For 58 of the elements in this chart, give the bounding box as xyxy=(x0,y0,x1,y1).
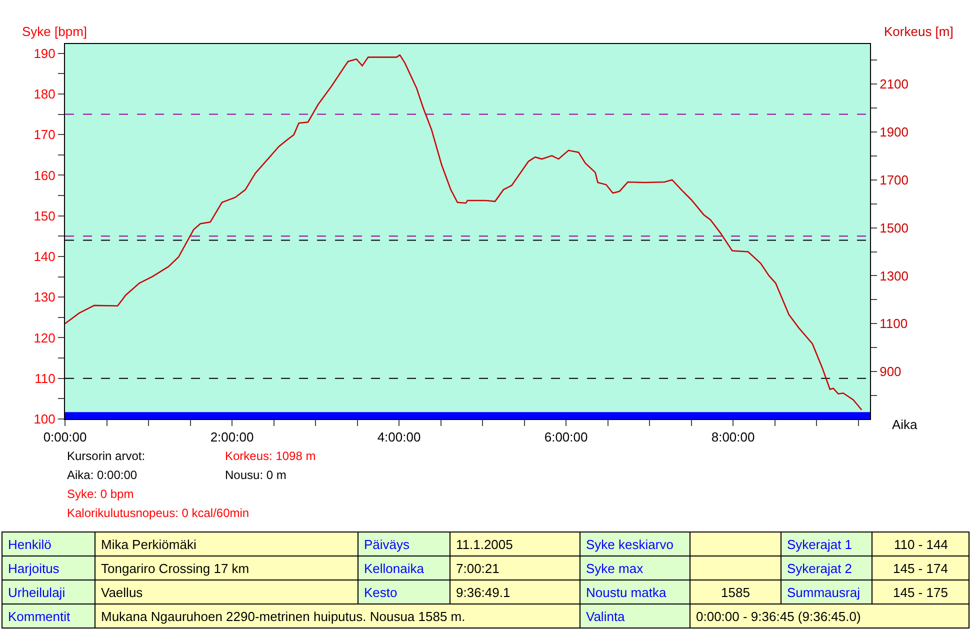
text: Tongariro Crossing 17 km xyxy=(101,561,250,576)
text: Kesto xyxy=(364,585,398,600)
text: 110 - 144 xyxy=(894,537,948,552)
text: Kommentit xyxy=(8,609,71,624)
text: 145 - 175 xyxy=(893,585,948,600)
text: Urheilulaji xyxy=(8,585,66,600)
y2-tick-label: 1300 xyxy=(880,268,909,284)
text: Syke max xyxy=(586,561,644,576)
text: Kursorin arvot: xyxy=(67,449,146,463)
text: 1585 xyxy=(721,585,750,600)
y2-axis-title: Korkeus [m] xyxy=(884,24,954,39)
x-tick-label: 0:00:00 xyxy=(43,430,87,445)
text: Henkilö xyxy=(8,537,52,552)
text: Korkeus: 1098 m xyxy=(225,449,316,463)
text: 9:36:49.1 xyxy=(456,585,510,600)
y-axis-title: Syke [bpm] xyxy=(22,24,88,39)
y-tick-label: 110 xyxy=(34,370,56,386)
text: Sykerajat 1 xyxy=(787,537,852,552)
text: Kalorikulutusnopeus: 0 kcal/60min xyxy=(67,506,250,520)
text: Aika: 0:00:00 xyxy=(67,468,138,482)
text: 7:00:21 xyxy=(456,561,500,576)
text: Sykerajat 2 xyxy=(787,561,852,576)
text: Syke: 0 bpm xyxy=(67,487,134,501)
x-tick-label: 2:00:00 xyxy=(210,430,254,445)
text: Noustu matka xyxy=(586,585,667,600)
text: Päiväys xyxy=(364,537,410,552)
text: Summausraj xyxy=(787,585,860,600)
line-series xyxy=(65,54,862,411)
y-tick-label: 150 xyxy=(34,208,56,224)
text: 145 - 174 xyxy=(893,561,948,576)
y-tick-label: 120 xyxy=(34,330,56,346)
y2-tick-label: 1900 xyxy=(880,124,909,140)
text: Syke keskiarvo xyxy=(586,537,674,552)
y-tick-label: 100 xyxy=(34,412,56,427)
y-tick-label: 170 xyxy=(34,127,56,142)
y-tick-label: 130 xyxy=(34,290,56,305)
text: Mukana Ngauruhoen 2290-metrinen huiputus. Nousua 1585 m. xyxy=(101,609,466,624)
x-axis-title: Aika xyxy=(892,417,918,432)
y-tick-label: 190 xyxy=(34,46,56,61)
text: Vaellus xyxy=(101,585,144,600)
y2-tick-label: 900 xyxy=(880,364,902,380)
text: 11.1.2005 xyxy=(456,537,513,552)
text: Kellonaika xyxy=(364,561,425,576)
y2-tick-label: 1100 xyxy=(880,316,908,332)
y-tick-label: 180 xyxy=(34,86,56,102)
text: Valinta xyxy=(586,609,626,624)
x-tick-label: 8:00:00 xyxy=(711,430,755,445)
y-tick-label: 140 xyxy=(34,249,56,264)
x-tick-label: 4:00:00 xyxy=(377,430,421,445)
y2-tick-label: 2100 xyxy=(880,76,909,92)
y2-tick-label: 1500 xyxy=(880,220,909,236)
text: Harjoitus xyxy=(8,561,60,576)
text: 0:00:00 - 9:36:45 (9:36:45.0) xyxy=(696,609,861,624)
y2-tick-label: 1700 xyxy=(880,172,909,188)
text: Mika Perkiömäki xyxy=(101,537,196,552)
x-tick-label: 6:00:00 xyxy=(544,430,588,445)
text: Nousu: 0 m xyxy=(225,468,286,482)
y-tick-label: 160 xyxy=(34,168,56,183)
